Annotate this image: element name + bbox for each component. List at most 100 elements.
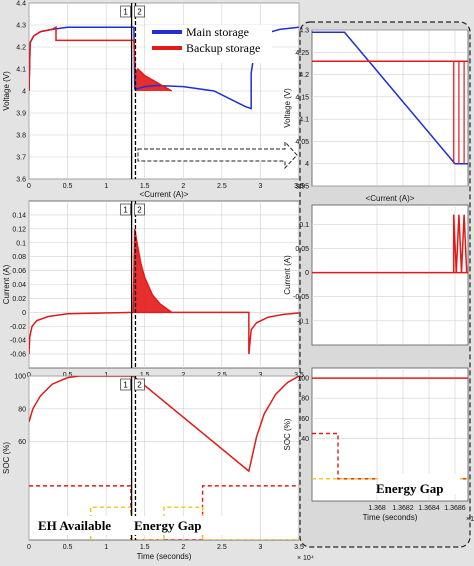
y-tick-label: 40 [301,436,309,443]
x-tick-label: 2.5 [217,372,227,379]
x-tick-label: 2 [181,544,185,551]
y-tick-label: -0.06 [10,352,26,359]
x-scale-label: ×10⁴ [466,516,474,523]
series-group [312,214,468,274]
y-axis-label: SOC (%) [2,442,11,474]
panel-2: 60 80 100 0 0.5 1 1.5 2 2.5 3 3.5 SOC (%) Time (seco… [2,374,314,563]
y-tick-label: 80 [301,396,309,403]
y-tick-label: 4.2 [299,72,309,79]
y-tick-label: 0.08 [12,254,26,261]
marker-label: 1 [123,206,128,215]
y-tick-label: 0.05 [295,246,309,253]
x-tick-label: 2 [181,372,185,379]
y-tick-label: 60 [18,439,26,446]
y-tick-label: 4.2 [16,45,26,52]
y-tick-label: 0.1 [299,222,309,229]
marker-box [134,203,145,216]
y-tick-label: 0.02 [12,296,26,303]
x-tick-label: 1 [104,372,108,379]
marker-label: 1 [123,381,128,390]
legend-label-main: Main storage [186,25,249,39]
y-tick-label: 4.3 [16,23,26,30]
x-tick-label: 1.368 [368,505,386,512]
x-tick-label: 3 [258,183,262,190]
marker-label: 2 [137,381,142,390]
series-line-1 [452,214,468,273]
y-tick-label: 4.3 [299,28,309,35]
annotation-energy-gap: Energy Gap [134,518,202,533]
annotation-bg [378,474,460,494]
marker-label: 2 [137,8,142,17]
y-tick-label: -0.02 [10,324,26,331]
zoom-arrow [137,140,298,170]
x-axis-label: Time (seconds) [363,513,418,522]
panel-5: 100 80 60 40 1.368 1.3682 1.3684 1.3686 SOC (%) T… [283,367,474,523]
y-tick-label: 3.9 [16,111,26,118]
y-tick-label: 0.04 [12,282,26,289]
y-tick-label: 3.8 [16,133,26,140]
y-axis-label: Current (A) [2,264,11,304]
y-axis-label: Voltage (V) [283,88,292,128]
annotation-zoom-energy-gap: Energy Gap [376,481,444,496]
x-tick-label: 1.3686 [444,505,466,512]
y-tick-label: 4.1 [16,67,26,74]
x-tick-label: 0 [27,544,31,551]
y-tick-label: -0.04 [10,338,26,345]
x-tick-label: 0.5 [63,544,73,551]
y-tick-label: -0.1 [297,318,309,325]
marker-box [120,203,131,216]
y-tick-label: 0.12 [12,226,26,233]
annotation-bg [130,516,226,535]
marker-box [134,378,145,391]
y-tick-label: 4.4 [16,1,26,8]
discharge-fill [133,40,172,91]
series-line-1 [29,485,299,540]
legend-label-backup: Backup storage [186,41,260,55]
y-axis-label: Voltage (V) [2,71,11,111]
marker-label: 1 [123,8,128,17]
x-tick-label: 2.5 [217,544,227,551]
x-tick-label: 1 [104,183,108,190]
x-tick-label: 1.5 [140,372,150,379]
y-tick-label: 4.25 [295,50,309,57]
y-tick-label: 100 [297,376,309,383]
series-line-1 [29,25,173,92]
annotation-eh-available: EH Available [38,518,111,533]
y-tick-label: 0.14 [12,212,26,219]
panel-title: <Current (A)> [366,194,415,203]
panel-3: 3.95 4 4.05 4.1 4.15 4.2 4.25 4.3 Voltage (V) [283,28,469,191]
x-tick-label: 2 [181,183,185,190]
series-line-0 [29,376,299,473]
x-tick-label: 0 [27,372,31,379]
annotation-bg [34,516,124,535]
x-tick-label: 2.5 [217,183,227,190]
x-tick-label: 3.5 [294,544,304,551]
marker-label: 2 [137,206,142,215]
y-tick-label: 0.1 [16,240,26,247]
x-tick-label: 1 [104,544,108,551]
y-tick-label: 4 [22,89,26,96]
y-tick-label: 4.15 [295,94,309,101]
marker-box [134,5,145,18]
marker-box [120,5,131,18]
y-tick-label: 0 [305,270,309,277]
y-tick-label: 4.05 [295,139,309,146]
y-tick-label: 4 [305,161,309,168]
x-tick-label: 3.5 [294,183,304,190]
x-scale-label: × 10⁴ [297,555,314,561]
x-tick-label: 0.5 [63,372,73,379]
x-tick-label: 1.5 [140,544,150,551]
plot-area [28,375,300,541]
x-tick-label: 3.5 [294,372,304,379]
zoom-arrow-shape [137,140,298,170]
legend: Main storage Backup storage [146,25,272,63]
x-tick-label: 3 [258,544,262,551]
y-tick-label: -0.05 [293,294,309,301]
panel-title: <Current (A)> [140,190,189,199]
y-tick-label: 0.06 [12,268,26,275]
x-axis-label: Time (seconds) [137,552,192,561]
x-tick-label: 0 [27,183,31,190]
y-axis-label: Current (A) [283,255,292,295]
